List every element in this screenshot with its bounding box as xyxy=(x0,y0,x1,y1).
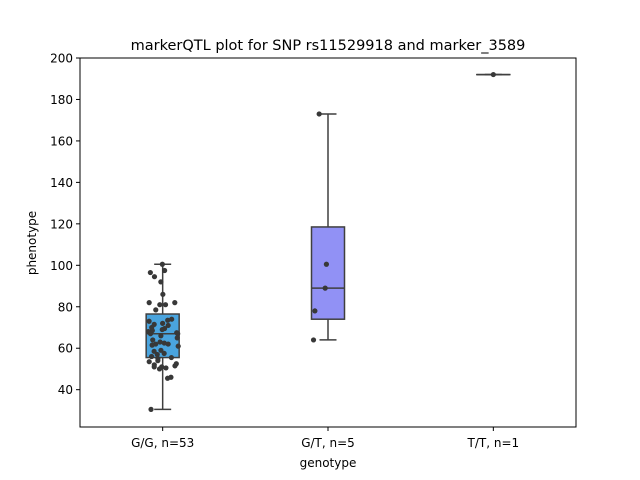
data-point xyxy=(316,111,322,117)
data-point xyxy=(150,337,156,343)
box-body xyxy=(310,226,346,320)
data-point xyxy=(157,302,163,308)
data-point xyxy=(165,322,171,329)
data-point xyxy=(165,317,171,323)
data-point xyxy=(149,342,155,348)
data-point xyxy=(158,347,164,353)
data-point xyxy=(168,354,174,361)
box-group xyxy=(310,113,346,341)
data-point xyxy=(174,335,180,341)
data-point xyxy=(161,340,167,346)
y-tick-label: 140 xyxy=(50,176,73,190)
data-point xyxy=(153,307,159,313)
x-tick-label: G/G, n=53 xyxy=(131,436,194,450)
y-tick-label: 180 xyxy=(50,93,73,107)
data-point xyxy=(146,318,152,324)
data-point xyxy=(175,331,181,337)
data-point xyxy=(151,364,157,370)
data-point xyxy=(148,406,154,412)
data-point xyxy=(172,363,178,369)
data-point xyxy=(151,274,158,280)
data-point xyxy=(146,359,152,365)
y-tick-label: 120 xyxy=(50,217,73,231)
data-point xyxy=(156,366,163,372)
x-tick-label: T/T, n=1 xyxy=(467,436,520,450)
y-tick-label: 200 xyxy=(50,52,73,66)
y-tick-label: 80 xyxy=(58,300,73,314)
data-point xyxy=(160,320,166,326)
data-point xyxy=(169,316,175,322)
data-point xyxy=(158,279,164,285)
y-tick-label: 40 xyxy=(58,383,73,397)
data-point xyxy=(490,71,496,78)
y-tick-label: 60 xyxy=(58,342,73,356)
data-point xyxy=(162,267,168,274)
boxes-layer xyxy=(145,73,511,411)
x-axis: G/G, n=53 G/T, n=5 T/T, n=1 xyxy=(131,427,519,450)
data-point xyxy=(161,350,167,357)
data-point xyxy=(165,341,171,347)
data-point xyxy=(172,300,178,306)
points-layer xyxy=(145,71,496,412)
data-point xyxy=(159,261,165,267)
data-point xyxy=(155,358,161,364)
x-axis-label: genotype xyxy=(300,456,357,470)
data-point xyxy=(154,351,160,358)
y-tick-label: 100 xyxy=(50,259,73,273)
data-point xyxy=(157,339,163,345)
x-tick-label: G/T, n=5 xyxy=(301,436,355,450)
chart-title: markerQTL plot for SNP rs11529918 and ma… xyxy=(131,38,526,54)
data-point xyxy=(147,269,153,276)
y-axis-label: phenotype xyxy=(25,211,39,275)
data-point xyxy=(146,300,152,306)
data-point xyxy=(322,285,328,291)
data-point xyxy=(163,365,169,371)
data-point xyxy=(158,333,164,339)
data-point xyxy=(148,353,155,360)
y-axis: 40 60 80 100 120 140 160 180 200 xyxy=(50,52,80,397)
data-point xyxy=(323,261,330,267)
data-point xyxy=(159,326,165,333)
data-point xyxy=(312,308,318,314)
data-point xyxy=(175,343,181,349)
data-point xyxy=(162,302,169,308)
data-point xyxy=(147,331,154,337)
data-point xyxy=(160,291,166,297)
y-tick-label: 160 xyxy=(50,134,73,148)
data-point xyxy=(310,337,317,343)
data-point xyxy=(164,375,171,381)
